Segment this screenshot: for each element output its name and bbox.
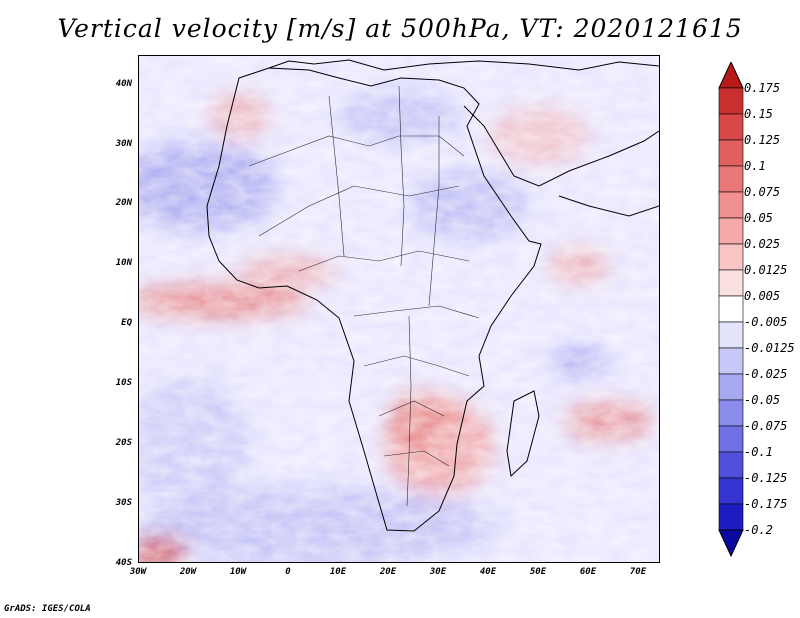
lon-label: 70E xyxy=(629,567,647,577)
colorbar-cell xyxy=(718,217,744,245)
velocity-field xyxy=(139,56,659,562)
colorbar-label: 0.005 xyxy=(744,289,781,303)
coastlines xyxy=(206,59,659,532)
lat-label: 30N xyxy=(115,139,132,149)
colorbar-cell xyxy=(718,425,744,453)
colorbar-label: -0.05 xyxy=(744,393,781,407)
lat-label: 10S xyxy=(115,378,132,388)
colorbar xyxy=(718,62,744,558)
country-borders xyxy=(248,85,480,507)
lat-label: 20S xyxy=(115,438,132,448)
colorbar-label: -0.125 xyxy=(744,471,788,485)
colorbar-cell xyxy=(718,165,744,193)
colorbar-cell xyxy=(718,321,744,349)
lon-label: 20W xyxy=(179,567,197,577)
lon-label: 30W xyxy=(129,567,147,577)
lat-label: 10N xyxy=(115,258,132,268)
colorbar-cell xyxy=(718,295,744,323)
colorbar-cell xyxy=(718,113,744,141)
colorbar-cell xyxy=(718,477,744,505)
colorbar-label: 0.05 xyxy=(744,211,773,225)
colorbar-label: -0.2 xyxy=(744,523,773,537)
lon-label: 40E xyxy=(479,567,497,577)
lat-label: 40N xyxy=(115,79,132,89)
lon-label: 50E xyxy=(529,567,547,577)
colorbar-cell xyxy=(718,139,744,167)
colorbar-label: 0.0125 xyxy=(744,263,788,277)
colorbar-cell xyxy=(718,373,744,401)
colorbar-label: 0.175 xyxy=(744,81,781,95)
colorbar-cell xyxy=(718,87,744,115)
lon-label: 10W xyxy=(229,567,247,577)
colorbar-label: -0.005 xyxy=(744,315,788,329)
grads-credit: GrADS: IGES/COLA xyxy=(4,604,91,614)
colorbar-label: -0.025 xyxy=(744,367,788,381)
lon-label: 20E xyxy=(379,567,397,577)
colorbar-label: 0.025 xyxy=(744,237,781,251)
colorbar-cell xyxy=(718,191,744,219)
colorbar-cell xyxy=(718,347,744,375)
colorbar-label: -0.0125 xyxy=(744,341,795,355)
colorbar-cell xyxy=(718,451,744,479)
colorbar-label: 0.075 xyxy=(744,185,781,199)
map-panel xyxy=(138,55,660,563)
colorbar-top-arrow xyxy=(718,62,744,89)
lat-label: EQ xyxy=(121,318,132,328)
colorbar-bottom-arrow xyxy=(718,529,744,558)
lon-label: 0 xyxy=(285,567,291,577)
lon-label: 10E xyxy=(329,567,347,577)
colorbar-label: -0.1 xyxy=(744,445,773,459)
colorbar-label: -0.175 xyxy=(744,497,788,511)
colorbar-cell xyxy=(718,243,744,271)
colorbar-cell xyxy=(718,503,744,531)
map-title: Vertical velocity [m/s] at 500hPa, VT: 2… xyxy=(57,14,743,43)
colorbar-cell xyxy=(718,399,744,427)
field-texture xyxy=(139,56,659,562)
lat-label: 20N xyxy=(115,198,132,208)
colorbar-label: 0.125 xyxy=(744,133,781,147)
lat-label: 30S xyxy=(115,498,132,508)
lon-label: 60E xyxy=(579,567,597,577)
colorbar-label: 0.15 xyxy=(744,107,773,121)
colorbar-label: -0.075 xyxy=(744,419,788,433)
lon-label: 30E xyxy=(429,567,447,577)
colorbar-label: 0.1 xyxy=(744,159,766,173)
colorbar-cell xyxy=(718,269,744,297)
lat-label: 40S xyxy=(115,558,132,568)
